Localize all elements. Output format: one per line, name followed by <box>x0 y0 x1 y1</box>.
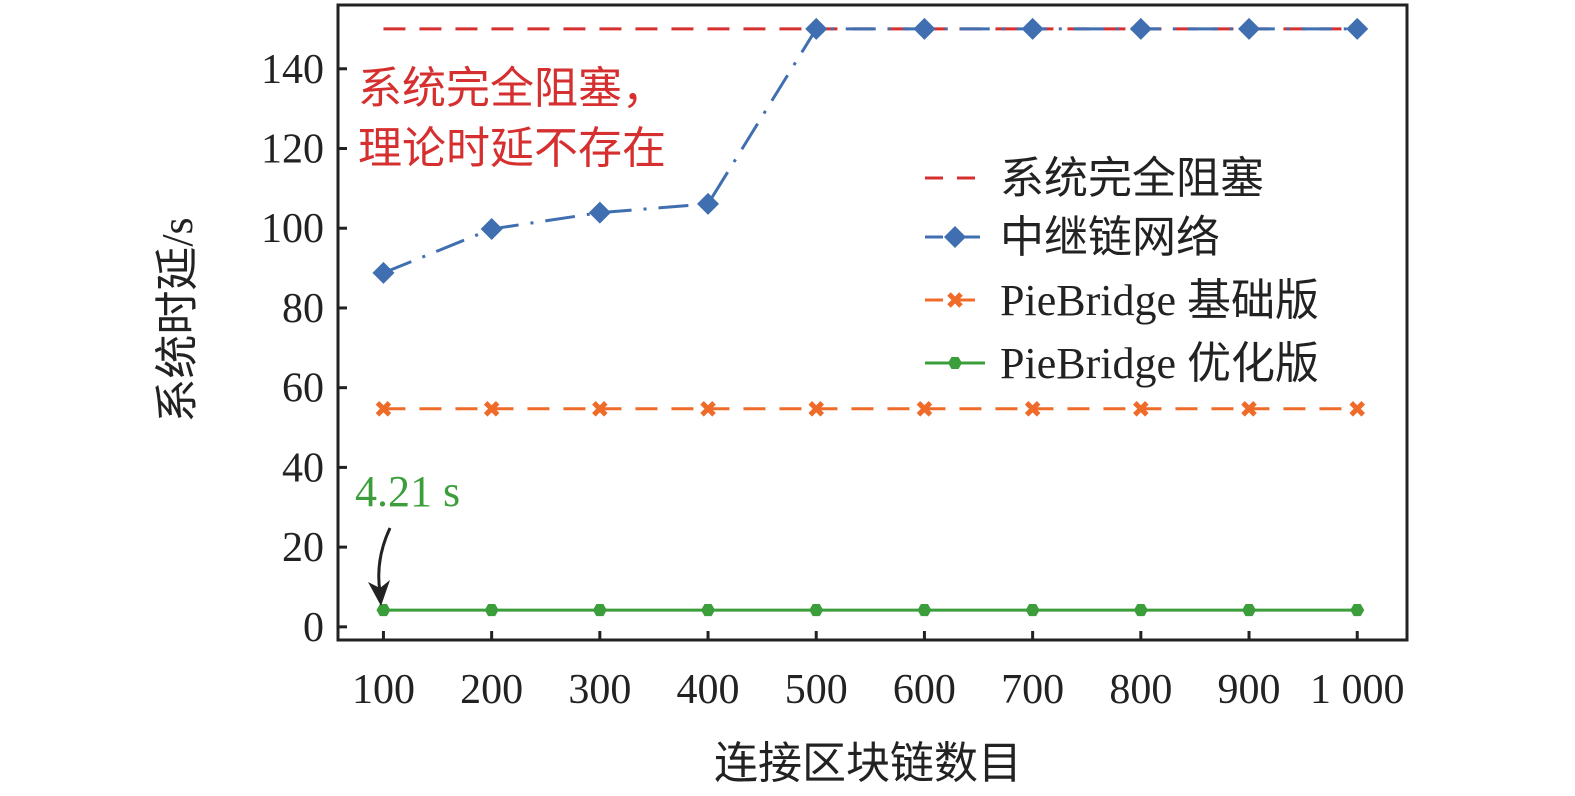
marker-hexagon <box>376 604 391 617</box>
y-tick-label: 100 <box>261 206 324 252</box>
marker-x <box>947 292 963 308</box>
marker-x <box>1241 401 1257 417</box>
legend-item: 中继链网络 <box>925 213 1220 262</box>
marker-diamond <box>1238 17 1261 40</box>
annotation-arrowhead <box>368 580 390 606</box>
marker-x <box>1133 401 1149 417</box>
x-tick-label: 100 <box>352 667 415 713</box>
x-tick-label: 1 000 <box>1310 667 1405 713</box>
marker-diamond <box>588 201 611 224</box>
marker-hexagon <box>1133 604 1148 617</box>
marker-hexagon <box>1025 604 1040 617</box>
y-tick-label: 140 <box>261 47 324 93</box>
marker-hexagon <box>948 356 962 370</box>
marker-hexagon <box>1242 604 1257 617</box>
marker-diamond <box>1346 17 1369 40</box>
series-3 <box>376 604 1365 617</box>
y-tick-label: 60 <box>282 366 324 412</box>
marker-x <box>916 401 933 417</box>
legend-label: PieBridge 基础版 <box>1000 276 1319 325</box>
series-1 <box>372 17 1369 284</box>
marker-hexagon <box>809 604 824 617</box>
y-tick-label: 20 <box>282 525 324 571</box>
marker-hexagon <box>592 604 607 617</box>
x-tick-label: 900 <box>1218 667 1281 713</box>
series-2 <box>375 401 1365 417</box>
x-tick-label: 600 <box>893 667 956 713</box>
marker-hexagon <box>1350 604 1365 617</box>
marker-diamond <box>697 192 720 215</box>
marker-diamond <box>1021 17 1044 40</box>
legend-label: 中继链网络 <box>1000 213 1220 262</box>
x-axis-label: 连接区块链数目 <box>714 739 1022 788</box>
legend-item: PieBridge 基础版 <box>925 276 1319 325</box>
legend-label: 系统完全阻塞 <box>1000 154 1264 203</box>
marker-x <box>700 401 716 417</box>
marker-x <box>1349 401 1365 417</box>
marker-hexagon <box>917 604 932 617</box>
plot-frame <box>336 3 1409 642</box>
x-tick-label: 200 <box>460 667 523 713</box>
annotation-blocked-line2: 理论时延不存在 <box>358 124 666 173</box>
y-tick-label: 80 <box>282 286 324 332</box>
x-tick-label: 400 <box>677 667 740 713</box>
marker-diamond <box>1129 17 1152 40</box>
x-tick-label: 700 <box>1001 667 1064 713</box>
marker-diamond <box>913 17 936 40</box>
marker-diamond <box>480 218 503 241</box>
legend-item: PieBridge 优化版 <box>925 339 1319 388</box>
legend-item: 系统完全阻塞 <box>925 154 1264 203</box>
legend-label: PieBridge 优化版 <box>1000 339 1319 388</box>
marker-hexagon <box>701 604 716 617</box>
marker-x <box>483 401 500 417</box>
y-tick-label: 0 <box>303 605 324 651</box>
marker-diamond <box>944 226 966 248</box>
marker-hexagon <box>484 604 499 617</box>
y-tick-label: 120 <box>261 127 324 173</box>
x-tick-label: 500 <box>785 667 848 713</box>
marker-x <box>1024 401 1041 417</box>
x-tick-label: 300 <box>568 667 631 713</box>
marker-diamond <box>805 17 828 40</box>
marker-x <box>375 401 392 417</box>
marker-x <box>808 401 825 417</box>
y-axis-label: 系统时延/s <box>153 217 202 422</box>
annotation-arrow <box>377 527 392 593</box>
x-tick-label: 800 <box>1109 667 1172 713</box>
series-line <box>382 27 1358 275</box>
annotation-blocked-line1: 系统完全阻塞， <box>358 64 666 113</box>
marker-x <box>592 401 608 417</box>
marker-diamond <box>372 261 395 284</box>
annotation-optimized-value: 4.21 s <box>355 467 460 516</box>
y-tick-label: 40 <box>282 445 324 491</box>
